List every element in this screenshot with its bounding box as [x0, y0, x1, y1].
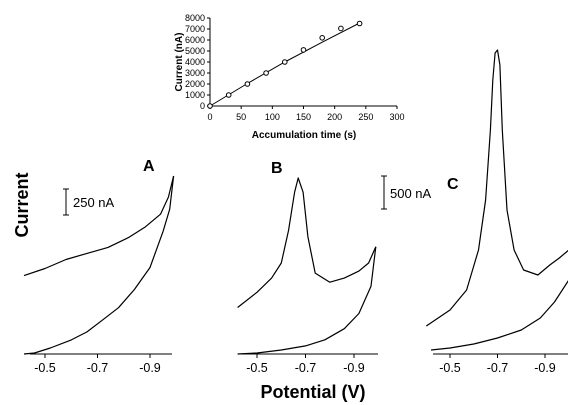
- panel-b-x-tick-label: -0.9: [343, 361, 365, 375]
- inset-y-tick-label: 0: [200, 101, 205, 111]
- inset-points: [207, 20, 363, 109]
- panel-b-letter: B: [271, 160, 283, 177]
- panel-a-letter: A: [143, 158, 155, 175]
- panel-c-x-tick-label: -0.7: [487, 361, 509, 375]
- inset-y-tick-label: 6000: [185, 35, 205, 45]
- inset-axes: [209, 18, 397, 107]
- panel-b-scale-bar: [381, 175, 387, 210]
- panel-a-x-tick-label: -0.5: [34, 361, 56, 375]
- inset-ticks: 0 50 100 150 200 250 3000100020003000400050006…: [185, 13, 405, 122]
- panel-a-scale-bar: [63, 188, 69, 216]
- inset-data-point: [356, 20, 363, 27]
- panel-c-x-tick-label: -0.9: [534, 361, 556, 375]
- panel-a: A 250 nA -0.5 -0.7 -0.9: [23, 158, 175, 375]
- inset-data-point: [207, 103, 213, 109]
- inset-chart: 0 50 100 150 200 250 3000100020003000400050006…: [174, 13, 405, 141]
- y-axis-label: Current: [12, 172, 32, 237]
- panel-a-x-tick-label: -0.7: [87, 361, 109, 375]
- panel-a-scale-label: 250 nA: [73, 195, 115, 210]
- inset-data-point: [319, 35, 326, 41]
- inset-data-point: [300, 47, 307, 53]
- inset-y-tick-label: 2000: [185, 79, 205, 89]
- panel-c-letter: C: [447, 176, 459, 193]
- inset-data-point: [225, 92, 232, 98]
- inset-data-point: [282, 59, 288, 65]
- panel-a-return-trace: [23, 175, 175, 355]
- x-axis-label: Potential (V): [260, 382, 365, 402]
- inset-y-axis-label: Current (nA): [174, 33, 185, 92]
- inset-data-point: [338, 25, 344, 32]
- inset-y-tick-label: 5000: [185, 46, 205, 56]
- inset-x-tick-label: 150: [296, 112, 311, 122]
- panel-b-x-tick-label: -0.5: [246, 361, 268, 375]
- inset-x-tick-label: 300: [389, 112, 404, 122]
- inset-y-tick-label: 4000: [185, 57, 205, 67]
- panel-a-forward-trace: [23, 175, 175, 277]
- inset-x-tick-label: 200: [327, 112, 342, 122]
- panel-c-return-trace: [430, 280, 568, 351]
- panel-b-x-tick-label: -0.7: [295, 361, 317, 375]
- panel-b-ticks: -0.5 -0.7 -0.9: [246, 354, 365, 375]
- panel-b-return-trace: [237, 246, 377, 355]
- inset-data-point: [244, 81, 251, 87]
- panel-b: B 500 nA -0.5 -0.7 -0.9: [237, 160, 432, 375]
- inset-y-tick-label: 1000: [185, 90, 205, 100]
- panel-c-forward-trace: [425, 49, 568, 327]
- inset-x-tick-label: 0: [207, 112, 212, 122]
- inset-y-tick-label: 3000: [185, 68, 205, 78]
- inset-data-point: [263, 70, 269, 76]
- panel-c-ticks: -0.5 -0.7 -0.9: [439, 354, 556, 375]
- panel-c-x-tick-label: -0.5: [439, 361, 461, 375]
- inset-x-tick-label: 100: [265, 112, 280, 122]
- inset-y-tick-label: 7000: [185, 24, 205, 34]
- panel-c: C -0.5 -0.7 -0.9: [425, 49, 568, 375]
- inset-x-axis-label: Accumulation time (s): [252, 130, 356, 141]
- panel-b-forward-trace: [237, 177, 377, 308]
- inset-y-tick-label: 8000: [185, 13, 205, 23]
- panel-b-scale-label: 500 nA: [390, 186, 432, 201]
- panel-a-x-tick-label: -0.9: [139, 361, 161, 375]
- inset-x-tick-label: 50: [236, 112, 246, 122]
- inset-x-tick-label: 250: [358, 112, 373, 122]
- panel-a-ticks: -0.5 -0.7 -0.9: [34, 354, 161, 375]
